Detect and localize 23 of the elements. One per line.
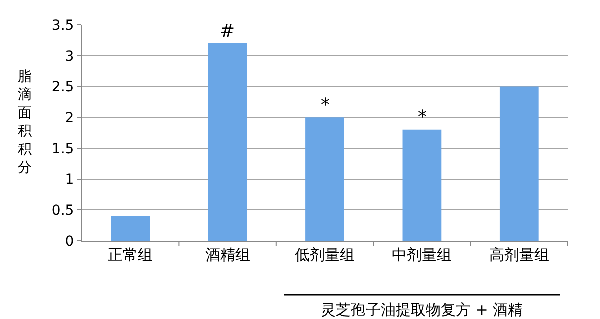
- x-tick-label: 中剂量组: [392, 246, 452, 264]
- y-tick-label: 2.5: [52, 80, 74, 96]
- bar: [208, 44, 248, 241]
- y-tick-label: 3: [65, 48, 74, 65]
- y-tick-label: 1.5: [52, 141, 74, 158]
- bar: [306, 118, 344, 241]
- x-tick-label: 低剂量组: [295, 246, 355, 264]
- y-tick-label: 0: [65, 234, 74, 250]
- bar: [402, 130, 442, 241]
- x-tick-label: 酒精组: [205, 246, 250, 264]
- x-tick-label: 正常组: [108, 246, 154, 264]
- y-tick-label: 1: [65, 172, 74, 188]
- text: 灵芝孢子油提取物复方 + 酒精: [321, 301, 524, 319]
- annotation: #: [220, 21, 236, 42]
- y-tick-label: 0.5: [52, 203, 74, 220]
- x-tick-label: 高剂量组: [489, 246, 550, 264]
- bar: [111, 216, 150, 241]
- y-axis-title: 脂滴面积积分: [18, 69, 32, 176]
- annotation: *: [321, 95, 330, 116]
- annotation: *: [418, 107, 427, 128]
- y-tick-label: 3.5: [52, 18, 74, 34]
- bar: [500, 86, 539, 241]
- y-tick-label: 2: [65, 110, 74, 126]
